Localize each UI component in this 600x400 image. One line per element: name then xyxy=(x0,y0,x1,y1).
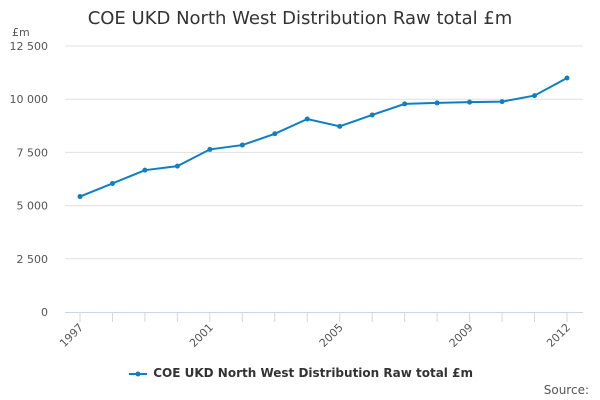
y-tick-label: 2 500 xyxy=(17,253,49,266)
y-tick-label: 12 500 xyxy=(10,40,49,53)
data-point xyxy=(499,99,505,105)
data-point xyxy=(434,100,440,106)
data-point xyxy=(77,194,83,200)
y-tick-label: 0 xyxy=(41,306,48,319)
x-tick-label: 2009 xyxy=(447,321,476,350)
x-tick-label: 1997 xyxy=(57,321,86,350)
x-tick-label: 2001 xyxy=(187,321,216,350)
data-point xyxy=(207,146,213,152)
data-point xyxy=(142,167,148,173)
data-point xyxy=(304,116,310,122)
data-point xyxy=(174,163,180,169)
y-tick-label: 5 000 xyxy=(17,200,49,213)
data-point xyxy=(337,123,343,129)
series-line xyxy=(79,77,568,198)
data-point xyxy=(109,180,115,186)
data-point xyxy=(564,75,570,81)
y-axis-label: £m xyxy=(12,26,30,39)
x-tick-label: 2012 xyxy=(544,321,573,350)
source-label: Source: xyxy=(543,383,589,397)
y-tick-label: 10 000 xyxy=(10,93,49,106)
data-point xyxy=(272,131,278,137)
chart-title: COE UKD North West Distribution Raw tota… xyxy=(87,8,513,29)
data-point xyxy=(369,112,375,118)
data-point xyxy=(239,142,245,148)
legend[interactable]: COE UKD North West Distribution Raw tota… xyxy=(0,366,600,380)
data-point xyxy=(467,99,473,105)
y-tick-label: 7 500 xyxy=(17,146,49,159)
data-point xyxy=(532,93,538,99)
x-tick-label: 2005 xyxy=(317,321,346,350)
legend-line-marker-icon xyxy=(129,371,148,376)
data-point xyxy=(402,101,408,107)
legend-label: COE UKD North West Distribution Raw tota… xyxy=(153,366,473,380)
